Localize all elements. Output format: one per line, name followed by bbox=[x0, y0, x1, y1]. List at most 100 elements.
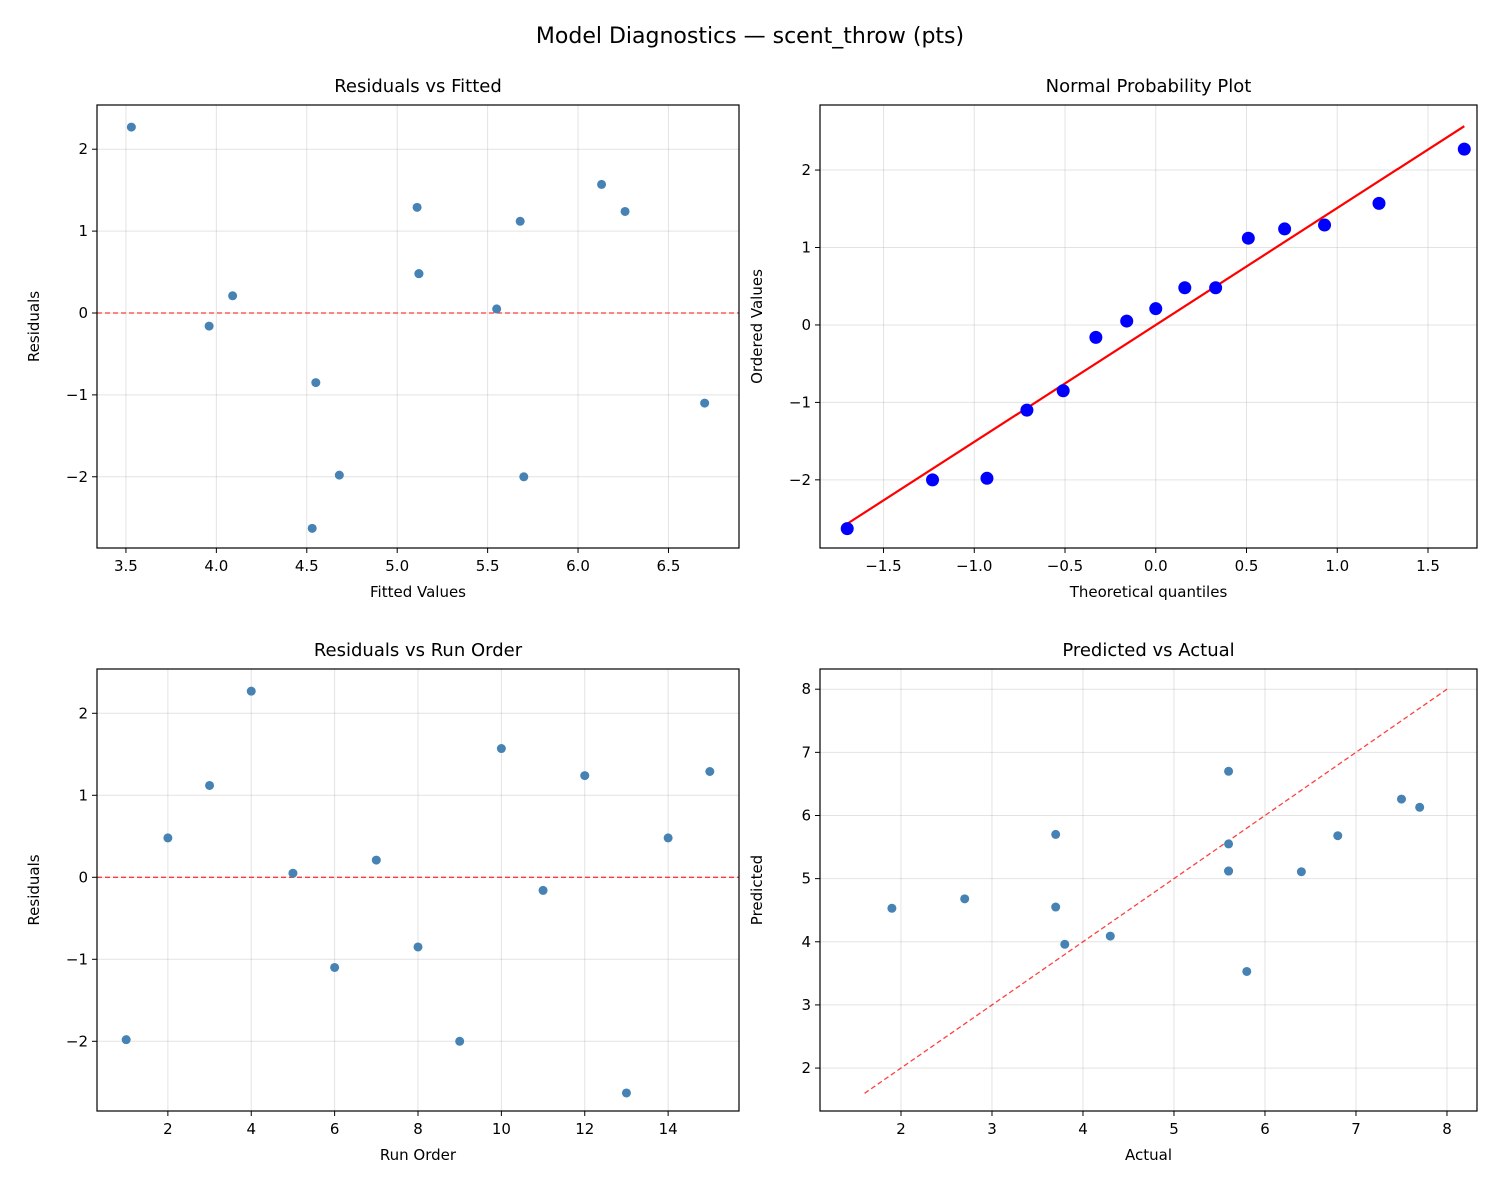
data-point bbox=[1278, 222, 1292, 236]
y-tick-label: 8 bbox=[801, 680, 811, 698]
data-point bbox=[126, 122, 136, 132]
data-point bbox=[515, 216, 525, 226]
x-tick-label: 4.0 bbox=[204, 557, 228, 575]
y-tick-label: 1 bbox=[78, 222, 88, 240]
panel-title: Residuals vs Fitted bbox=[334, 76, 502, 97]
y-tick-label: 2 bbox=[78, 140, 88, 158]
y-axis-label: Residuals bbox=[25, 854, 43, 925]
normal-probability-panel: −1.5 −1.0 −0.5 0.0 0.5 1.0 1.5 −2 −1 0 1 2 Normal Pr… bbox=[748, 76, 1478, 601]
data-point bbox=[1242, 966, 1252, 976]
x-tick-label: 6 bbox=[1260, 1120, 1270, 1138]
data-point bbox=[840, 522, 854, 536]
y-tick-label: 4 bbox=[801, 933, 811, 951]
predicted-vs-actual-panel: 2 3 4 5 6 7 8 2 3 4 5 6 7 8 Predicted vs Actual Actual P… bbox=[748, 640, 1478, 1164]
data-point bbox=[538, 885, 548, 895]
data-point bbox=[1105, 931, 1115, 941]
data-point bbox=[1051, 902, 1061, 912]
x-tick-label: 14 bbox=[659, 1120, 678, 1138]
data-point bbox=[1333, 831, 1343, 841]
data-point bbox=[1051, 829, 1061, 839]
x-tick-label: −1.5 bbox=[865, 557, 901, 575]
axes-frame bbox=[96, 104, 740, 549]
x-tick-label: 6.5 bbox=[657, 557, 681, 575]
data-point bbox=[700, 398, 710, 408]
x-tick-label: 5.5 bbox=[476, 557, 500, 575]
data-point bbox=[311, 378, 321, 388]
x-tick-label: 2 bbox=[163, 1120, 173, 1138]
data-point bbox=[1224, 839, 1234, 849]
data-point bbox=[455, 1036, 465, 1046]
data-point bbox=[597, 179, 607, 189]
data-point bbox=[288, 868, 298, 878]
x-tick-label: 2 bbox=[896, 1120, 906, 1138]
data-point bbox=[228, 291, 238, 301]
data-point bbox=[412, 202, 422, 212]
x-tick-label: 5.0 bbox=[385, 557, 409, 575]
data-point bbox=[492, 304, 502, 314]
data-point bbox=[413, 942, 423, 952]
y-axis-label: Predicted bbox=[748, 855, 766, 925]
reference-line bbox=[864, 688, 1448, 1094]
y-tick-label: −1 bbox=[66, 386, 88, 404]
data-point bbox=[663, 833, 673, 843]
x-axis-label: Actual bbox=[1125, 1146, 1172, 1164]
panel-title: Normal Probability Plot bbox=[1046, 76, 1252, 97]
x-tick-label: 6 bbox=[330, 1120, 340, 1138]
y-tick-label: −1 bbox=[789, 393, 811, 411]
residuals-vs-fitted-panel: 3.5 4.0 4.5 5.0 5.5 6.0 6.5 −2 −1 0 1 2 Residuals vs… bbox=[25, 76, 740, 601]
x-tick-label: −1.0 bbox=[956, 557, 992, 575]
x-tick-label: 4.5 bbox=[295, 557, 319, 575]
y-tick-label: 0 bbox=[78, 304, 88, 322]
x-axis-label: Fitted Values bbox=[370, 583, 466, 601]
y-tick-label: −2 bbox=[66, 468, 88, 486]
x-tick-label: 7 bbox=[1351, 1120, 1361, 1138]
y-tick-label: −2 bbox=[789, 471, 811, 489]
y-axis-label: Residuals bbox=[25, 291, 43, 362]
data-point bbox=[960, 894, 970, 904]
y-tick-label: 6 bbox=[801, 806, 811, 824]
y-tick-label: 5 bbox=[801, 870, 811, 888]
data-point bbox=[620, 206, 630, 216]
data-point bbox=[1296, 867, 1306, 877]
data-point bbox=[204, 321, 214, 331]
x-tick-label: 8 bbox=[413, 1120, 423, 1138]
data-point bbox=[1120, 314, 1134, 328]
reference-line bbox=[846, 125, 1465, 525]
x-tick-label: −0.5 bbox=[1047, 557, 1083, 575]
data-point bbox=[519, 472, 529, 482]
y-axis-label: Ordered Values bbox=[748, 269, 766, 384]
data-point bbox=[887, 903, 897, 913]
y-tick-label: 1 bbox=[78, 786, 88, 804]
y-tick-label: 0 bbox=[78, 868, 88, 886]
x-tick-label: 0.5 bbox=[1235, 557, 1259, 575]
x-tick-label: 1.5 bbox=[1416, 557, 1440, 575]
data-point bbox=[1415, 802, 1425, 812]
axes-frame bbox=[819, 668, 1478, 1112]
data-point bbox=[1089, 330, 1103, 344]
data-point bbox=[705, 767, 715, 777]
data-point bbox=[246, 686, 256, 696]
panel-title: Residuals vs Run Order bbox=[314, 640, 523, 661]
x-tick-label: 4 bbox=[1078, 1120, 1088, 1138]
data-point bbox=[1318, 218, 1332, 232]
data-point bbox=[330, 962, 340, 972]
data-point bbox=[371, 855, 381, 865]
data-point bbox=[334, 470, 344, 480]
y-tick-label: 0 bbox=[801, 316, 811, 334]
data-point bbox=[414, 269, 424, 279]
x-tick-label: 3 bbox=[987, 1120, 997, 1138]
x-tick-label: 10 bbox=[492, 1120, 511, 1138]
axes-frame bbox=[96, 668, 740, 1112]
data-point bbox=[205, 780, 215, 790]
data-point bbox=[1224, 766, 1234, 776]
y-tick-label: −1 bbox=[66, 950, 88, 968]
data-point bbox=[926, 473, 940, 487]
x-tick-label: 3.5 bbox=[114, 557, 138, 575]
y-tick-label: 3 bbox=[801, 996, 811, 1014]
x-axis-label: Theoretical quantiles bbox=[1069, 583, 1228, 601]
data-point bbox=[1060, 939, 1070, 949]
data-point bbox=[1020, 403, 1034, 417]
data-point bbox=[1209, 281, 1223, 295]
y-tick-label: 2 bbox=[78, 704, 88, 722]
